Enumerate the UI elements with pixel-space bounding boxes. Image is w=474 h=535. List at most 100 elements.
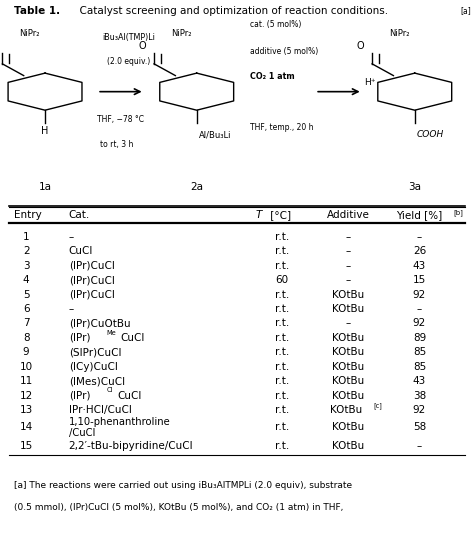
Text: –: – — [346, 261, 351, 271]
Text: COOH: COOH — [417, 131, 444, 140]
Text: 92: 92 — [413, 405, 426, 415]
Text: 7: 7 — [23, 318, 29, 328]
Text: –: – — [417, 304, 422, 314]
Text: Al/Bu₃Li: Al/Bu₃Li — [199, 131, 232, 140]
Text: [c]: [c] — [373, 402, 382, 409]
Text: Yield [%]: Yield [%] — [396, 210, 443, 220]
Text: cat. (5 mol%): cat. (5 mol%) — [250, 20, 301, 29]
Text: 14: 14 — [19, 422, 33, 432]
Text: KOtBu: KOtBu — [332, 376, 365, 386]
Text: Entry: Entry — [14, 210, 42, 220]
Text: T: T — [256, 210, 262, 220]
Text: 15: 15 — [413, 275, 426, 285]
Text: (IPr)CuCl: (IPr)CuCl — [69, 275, 115, 285]
Text: NiPr₂: NiPr₂ — [389, 29, 409, 39]
Text: 4: 4 — [23, 275, 29, 285]
Text: (IPr)CuCl: (IPr)CuCl — [69, 261, 115, 271]
Text: [a] The reactions were carried out using iBu₃AlTMPLi (2.0 equiv), substrate: [a] The reactions were carried out using… — [14, 481, 352, 490]
Text: KOtBu: KOtBu — [332, 422, 365, 432]
Text: 3: 3 — [23, 261, 29, 271]
Text: (2.0 equiv.): (2.0 equiv.) — [107, 57, 150, 66]
Text: Me: Me — [107, 330, 117, 335]
Text: (SIPr)CuCl: (SIPr)CuCl — [69, 347, 121, 357]
Text: NiPr₂: NiPr₂ — [171, 29, 191, 39]
Text: 3a: 3a — [408, 182, 421, 193]
Text: CuCl: CuCl — [69, 246, 93, 256]
Text: CuCl: CuCl — [118, 391, 142, 401]
Text: 8: 8 — [23, 333, 29, 343]
Text: r.t.: r.t. — [275, 347, 289, 357]
Text: 92: 92 — [413, 318, 426, 328]
Text: KOtBu: KOtBu — [332, 362, 365, 372]
Text: –: – — [346, 318, 351, 328]
Text: 13: 13 — [19, 405, 33, 415]
Text: O: O — [138, 41, 146, 51]
Text: 58: 58 — [413, 422, 426, 432]
Text: r.t.: r.t. — [275, 289, 289, 300]
Text: (IPr)CuOtBu: (IPr)CuOtBu — [69, 318, 130, 328]
Text: 5: 5 — [23, 289, 29, 300]
Text: –: – — [417, 441, 422, 450]
Text: Additive: Additive — [327, 210, 370, 220]
Text: 92: 92 — [413, 289, 426, 300]
Text: 1a: 1a — [38, 182, 52, 193]
Text: 1,10-phenanthroline: 1,10-phenanthroline — [69, 417, 171, 427]
Text: –: – — [417, 232, 422, 242]
Text: IPr·HCl/CuCl: IPr·HCl/CuCl — [69, 405, 132, 415]
Text: 26: 26 — [413, 246, 426, 256]
Text: 60: 60 — [275, 275, 289, 285]
Text: CuCl: CuCl — [120, 333, 144, 343]
Text: 89: 89 — [413, 333, 426, 343]
Text: [b]: [b] — [454, 209, 464, 216]
Text: 11: 11 — [19, 376, 33, 386]
Text: 2,2′-tBu-bipyridine/CuCl: 2,2′-tBu-bipyridine/CuCl — [69, 441, 193, 450]
Text: 1: 1 — [23, 232, 29, 242]
Text: (ICy)CuCl: (ICy)CuCl — [69, 362, 118, 372]
Text: r.t.: r.t. — [275, 422, 289, 432]
Text: to rt, 3 h: to rt, 3 h — [100, 140, 134, 149]
Text: Table 1.: Table 1. — [14, 6, 60, 16]
Text: –: – — [346, 232, 351, 242]
Text: r.t.: r.t. — [275, 304, 289, 314]
Text: r.t.: r.t. — [275, 405, 289, 415]
Text: 10: 10 — [19, 362, 33, 372]
Text: 2a: 2a — [190, 182, 203, 193]
Text: Cat.: Cat. — [69, 210, 90, 220]
Text: 15: 15 — [19, 441, 33, 450]
Text: [a]: [a] — [461, 6, 472, 15]
Text: O: O — [356, 41, 364, 51]
Text: 43: 43 — [413, 376, 426, 386]
Text: 12: 12 — [19, 391, 33, 401]
Text: KOtBu: KOtBu — [332, 391, 365, 401]
Text: KOtBu: KOtBu — [332, 304, 365, 314]
Text: [°C]: [°C] — [267, 210, 291, 220]
Text: r.t.: r.t. — [275, 376, 289, 386]
Text: 85: 85 — [413, 362, 426, 372]
Text: H⁺: H⁺ — [364, 78, 375, 87]
Text: –: – — [69, 232, 74, 242]
Text: /CuCl: /CuCl — [69, 427, 95, 438]
Text: r.t.: r.t. — [275, 333, 289, 343]
Text: THF, temp., 20 h: THF, temp., 20 h — [250, 123, 314, 132]
Text: 9: 9 — [23, 347, 29, 357]
Text: r.t.: r.t. — [275, 261, 289, 271]
Text: iBu₃Al(TMP)Li: iBu₃Al(TMP)Li — [102, 33, 155, 42]
Text: KOtBu: KOtBu — [332, 441, 365, 450]
Text: –: – — [346, 246, 351, 256]
Text: (IPr)CuCl: (IPr)CuCl — [69, 289, 115, 300]
Text: Cl: Cl — [107, 387, 113, 393]
Text: r.t.: r.t. — [275, 441, 289, 450]
Text: r.t.: r.t. — [275, 246, 289, 256]
Text: H: H — [41, 126, 49, 136]
Text: (0.5 mmol), (IPr)CuCl (5 mol%), KOtBu (5 mol%), and CO₂ (1 atm) in THF,: (0.5 mmol), (IPr)CuCl (5 mol%), KOtBu (5… — [14, 503, 344, 512]
Text: r.t.: r.t. — [275, 232, 289, 242]
Text: KOtBu: KOtBu — [332, 289, 365, 300]
Text: additive (5 mol%): additive (5 mol%) — [250, 47, 319, 56]
Text: 6: 6 — [23, 304, 29, 314]
Text: CO₂ 1 atm: CO₂ 1 atm — [250, 72, 295, 81]
Text: –: – — [69, 304, 74, 314]
Text: –: – — [346, 275, 351, 285]
Text: r.t.: r.t. — [275, 318, 289, 328]
Text: r.t.: r.t. — [275, 391, 289, 401]
Text: THF, −78 °C: THF, −78 °C — [97, 115, 144, 124]
